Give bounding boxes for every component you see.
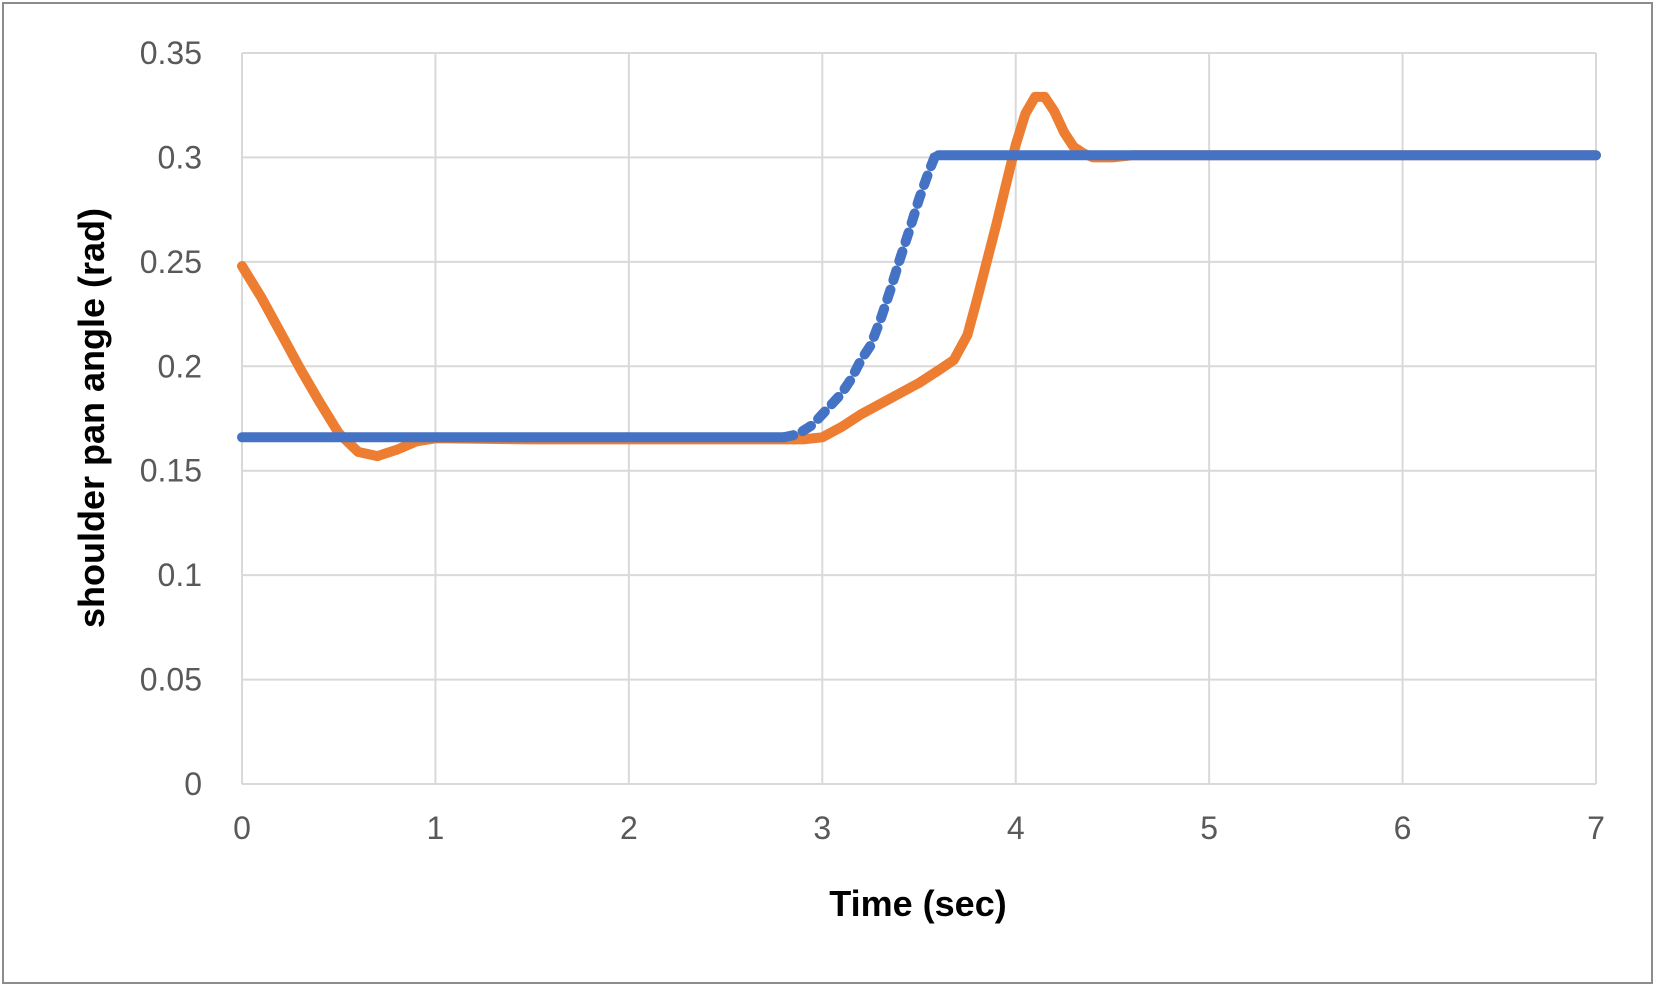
series-line-0 — [237, 91, 1601, 462]
x-tick-label: 5 — [1200, 810, 1218, 846]
axes — [241, 53, 1596, 785]
x-tick-label: 6 — [1394, 810, 1412, 846]
y-tick-label: 0.15 — [140, 453, 202, 489]
x-axis-title: Time (sec) — [829, 883, 1006, 924]
x-tick-label: 7 — [1587, 810, 1605, 846]
y-axis-title: shoulder pan angle (rad) — [71, 208, 112, 628]
y-tick-label: 0.35 — [140, 35, 202, 71]
y-tick-label: 0.3 — [158, 139, 202, 175]
x-tick-label: 2 — [620, 810, 638, 846]
plot-area — [237, 91, 1601, 462]
x-tick-label: 0 — [233, 810, 251, 846]
x-tick-label: 1 — [427, 810, 445, 846]
y-tick-label: 0.05 — [140, 662, 202, 698]
x-tick-label: 3 — [813, 810, 831, 846]
y-tick-label: 0.2 — [158, 348, 202, 384]
tick-labels: 0 0.05 0.1 0.15 0.2 0.25 0.3 0.35 0 1 2 3 4 5 6 7 — [140, 35, 1605, 846]
series-line-1-dotted — [778, 150, 944, 443]
gridlines — [241, 52, 1597, 785]
y-tick-label: 0.1 — [158, 557, 202, 593]
y-tick-label: 0.25 — [140, 244, 202, 280]
x-tick-label: 4 — [1007, 810, 1025, 846]
y-tick-label: 0 — [184, 766, 202, 802]
